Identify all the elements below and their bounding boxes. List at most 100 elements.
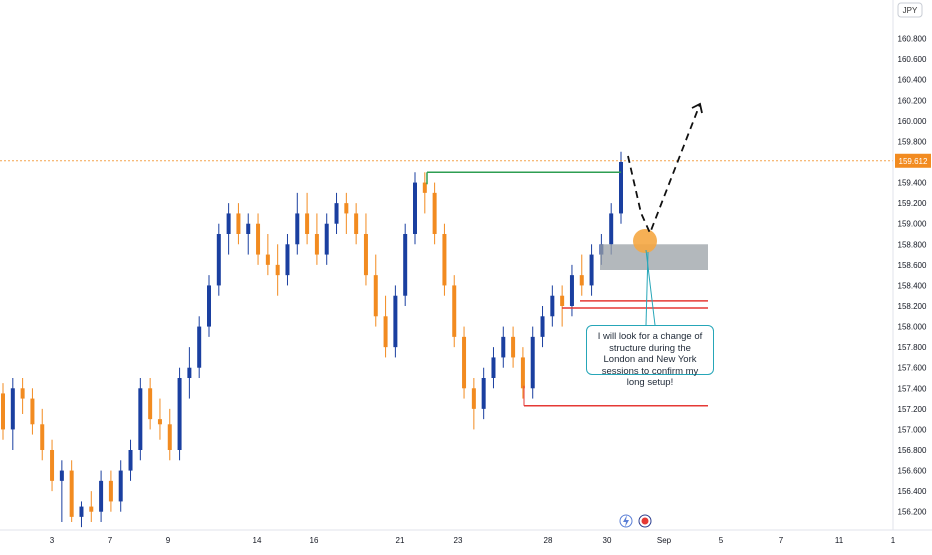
candle-body — [216, 234, 221, 286]
currency-box[interactable] — [897, 2, 923, 18]
y-tick-label: 157.000 — [898, 425, 927, 434]
candle-body — [462, 336, 467, 389]
candle-body — [344, 203, 349, 214]
candle — [481, 367, 486, 420]
candle — [462, 326, 467, 399]
candle-body — [354, 213, 359, 234]
candle — [373, 254, 378, 327]
x-tick-label: 9 — [166, 536, 171, 545]
candle-body — [540, 316, 545, 337]
x-tick-label: 5 — [719, 536, 724, 545]
candle — [432, 182, 437, 245]
candle-body — [383, 316, 388, 348]
x-tick-label: 14 — [253, 536, 262, 545]
candle — [187, 347, 192, 399]
y-tick-label: 158.000 — [898, 323, 927, 332]
note-text: I will look for a change of structure du… — [597, 331, 703, 388]
projection-path[interactable] — [627, 103, 701, 236]
x-tick-label: 16 — [310, 536, 319, 545]
candle — [560, 285, 565, 327]
lightning-bolt — [623, 515, 629, 527]
candle-body — [128, 450, 133, 471]
candle-body — [256, 223, 261, 255]
candle — [69, 460, 74, 522]
candle — [89, 491, 94, 522]
candle — [50, 439, 55, 492]
candle-body — [305, 213, 310, 234]
candle-body — [79, 506, 84, 517]
candle-body — [177, 378, 182, 450]
candle-body — [363, 234, 368, 276]
x-tick-label: 7 — [108, 536, 113, 545]
y-tick-label: 160.400 — [898, 76, 927, 85]
candle — [442, 223, 447, 296]
x-tick-label: 11 — [835, 536, 844, 545]
candle-body — [491, 357, 496, 378]
y-tick-label: 157.400 — [898, 384, 927, 393]
candle-body — [275, 264, 280, 276]
y-tick-label: 160.200 — [898, 96, 927, 105]
candle — [246, 213, 251, 255]
candle-body — [452, 285, 457, 337]
candle — [167, 408, 172, 461]
y-tick-label: 160.800 — [898, 35, 927, 44]
candle — [295, 192, 300, 255]
candle-body — [501, 336, 506, 358]
candle-body — [167, 424, 172, 450]
candle-body — [50, 450, 55, 481]
candle-body — [295, 213, 300, 245]
candle-body — [413, 182, 417, 234]
x-tick-label: 23 — [454, 536, 463, 545]
target-icon[interactable] — [638, 514, 652, 528]
x-tick-label: 30 — [603, 536, 612, 545]
candle — [383, 295, 388, 358]
y-tick-label: 159.400 — [898, 179, 927, 188]
candle — [40, 408, 45, 461]
candle-body — [265, 254, 270, 265]
candle-body — [99, 480, 104, 512]
y-tick-label: 159.200 — [898, 199, 927, 208]
candle — [10, 378, 15, 450]
candle — [285, 234, 290, 286]
note-callout[interactable]: I will look for a change of structure du… — [586, 325, 714, 388]
candle-body — [609, 213, 614, 245]
candle — [344, 192, 349, 234]
candle — [30, 388, 35, 435]
candle-body — [187, 367, 192, 378]
candle — [589, 244, 594, 296]
candle — [20, 378, 25, 414]
candle — [354, 203, 359, 245]
candle-body — [393, 295, 398, 348]
candle — [579, 254, 584, 296]
candle-body — [118, 470, 123, 502]
candle-body — [403, 234, 408, 296]
candle — [265, 234, 270, 276]
candle-body — [530, 336, 535, 389]
y-tick-label: 156.600 — [898, 467, 927, 476]
candle-body — [108, 480, 113, 502]
candle-body — [442, 234, 447, 286]
candle — [619, 151, 623, 224]
y-tick-label: 158.600 — [898, 261, 927, 270]
price-tag-bg — [895, 153, 931, 168]
candle — [491, 347, 496, 389]
candle-body — [560, 295, 565, 306]
candle — [520, 347, 525, 399]
candle — [540, 306, 545, 348]
candle-body — [334, 203, 339, 224]
candle — [216, 223, 221, 296]
x-tick-label: 1 — [891, 536, 896, 545]
candle-body — [148, 388, 153, 420]
candle-body — [373, 275, 378, 317]
candle-body — [285, 244, 290, 276]
candle-body — [246, 223, 251, 234]
y-tick-label: 156.800 — [898, 446, 927, 455]
lightning-icon[interactable] — [619, 514, 633, 528]
candle-body — [314, 234, 319, 255]
x-tick-label: Sep — [657, 536, 672, 545]
highlight-circle[interactable] — [633, 229, 657, 253]
candle — [324, 213, 329, 265]
candle — [207, 275, 211, 337]
